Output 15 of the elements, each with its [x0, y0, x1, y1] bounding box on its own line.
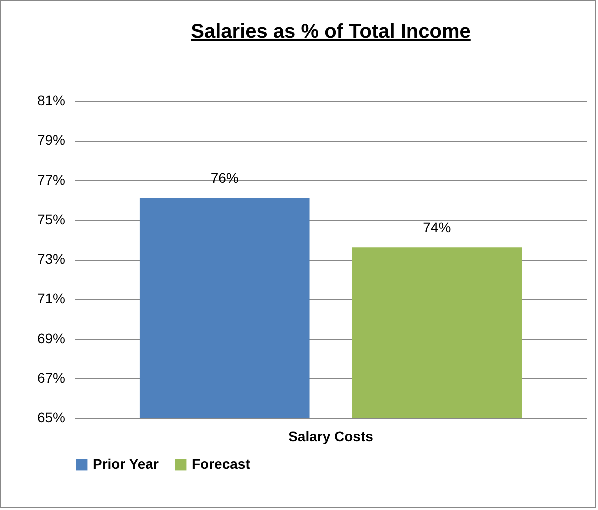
chart-title: Salaries as % of Total Income	[191, 21, 471, 43]
data-label: 76%	[210, 170, 239, 186]
legend-label: Prior Year	[93, 456, 160, 472]
y-tick-label: 79%	[37, 132, 66, 148]
y-tick-label: 75%	[37, 211, 66, 228]
y-tick-label: 67%	[37, 370, 66, 386]
y-tick-label: 69%	[37, 330, 66, 346]
y-tick-label: 77%	[37, 172, 66, 188]
x-tick-label: Salary Costs	[288, 428, 374, 444]
y-tick-label: 73%	[37, 251, 66, 267]
legend-label: Forecast	[192, 456, 251, 472]
y-tick-label: 81%	[37, 92, 66, 108]
y-tick-label: 71%	[37, 290, 66, 307]
y-tick-label: 65%	[37, 410, 66, 426]
data-label: 74%	[423, 220, 452, 236]
